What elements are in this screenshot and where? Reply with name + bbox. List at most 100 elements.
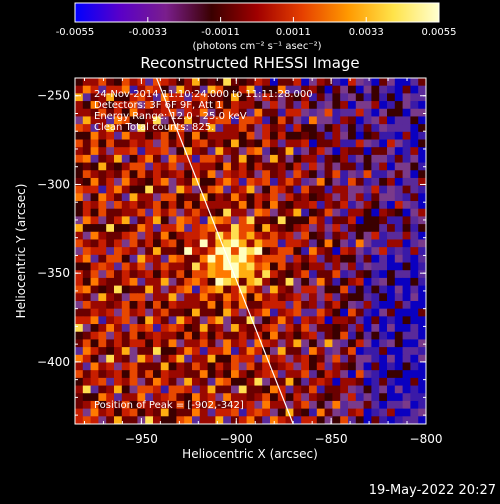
heatmap-cell	[254, 354, 263, 364]
heatmap-cell	[153, 131, 162, 141]
heatmap-cell	[285, 416, 294, 424]
heatmap-cell	[301, 293, 310, 302]
heatmap-cell	[160, 354, 170, 364]
heatmap-cell	[277, 101, 287, 110]
heatmap-cell	[309, 131, 318, 141]
heatmap-cell	[316, 162, 326, 171]
heatmap-cell	[153, 400, 162, 410]
heatmap-cell	[238, 139, 248, 148]
heatmap-cell	[254, 393, 263, 402]
heatmap-cell	[199, 377, 209, 387]
heatmap-cell	[246, 277, 255, 287]
heatmap-cell	[98, 385, 107, 394]
heatmap-cell	[262, 285, 271, 294]
heatmap-cell	[324, 193, 333, 202]
heatmap-cell	[410, 224, 419, 233]
heatmap-cell	[387, 316, 396, 325]
heatmap-cell	[316, 231, 326, 241]
heatmap-cell	[293, 285, 302, 294]
heatmap-cell	[207, 254, 216, 264]
heatmap	[75, 78, 426, 424]
heatmap-cell	[316, 308, 326, 317]
heatmap-cell	[371, 300, 380, 310]
heatmap-cell	[348, 354, 357, 364]
heatmap-cell	[394, 201, 404, 210]
heatmap-cell	[363, 377, 372, 387]
heatmap-cell	[129, 400, 138, 410]
heatmap-cell	[137, 193, 146, 202]
heatmap-cell	[355, 208, 365, 217]
heatmap-cell	[168, 247, 177, 256]
heatmap-cell	[246, 124, 255, 133]
heatmap-cell	[355, 116, 365, 125]
heatmap-cell	[340, 147, 349, 156]
heatmap-cell	[379, 185, 388, 194]
heatmap-cell	[246, 247, 255, 256]
heatmap-cell	[223, 362, 232, 371]
heatmap-cell	[199, 131, 209, 141]
heatmap-cell	[192, 231, 201, 241]
heatmap-cell	[160, 224, 170, 233]
heatmap-cell	[75, 277, 84, 287]
heatmap-cell	[309, 154, 318, 164]
heatmap-cell	[106, 78, 115, 87]
heatmap-cell	[246, 300, 255, 310]
heatmap-cell	[309, 270, 318, 279]
heatmap-cell	[137, 270, 146, 279]
heatmap-cell	[82, 270, 92, 279]
heatmap-cell	[332, 85, 341, 94]
heatmap-cell	[223, 116, 232, 125]
heatmap-cell	[176, 78, 185, 87]
heatmap-cell	[153, 408, 162, 417]
heatmap-cell	[75, 147, 84, 156]
heatmap-cell	[301, 162, 310, 171]
heatmap-cell	[160, 108, 170, 118]
heatmap-cell	[184, 247, 193, 256]
heatmap-cell	[402, 208, 411, 217]
heatmap-cell	[285, 347, 294, 356]
heatmap-cell	[254, 293, 263, 302]
heatmap-cell	[418, 162, 426, 171]
heatmap-cell	[121, 201, 131, 210]
heatmap-cell	[168, 362, 177, 371]
heatmap-cell	[207, 162, 216, 171]
heatmap-cell	[418, 101, 426, 110]
heatmap-cell	[168, 177, 177, 187]
heatmap-cell	[316, 139, 326, 148]
heatmap-cell	[418, 170, 426, 179]
heatmap-cell	[254, 193, 263, 202]
heatmap-cell	[129, 201, 138, 210]
heatmap-cell	[160, 247, 170, 256]
heatmap-cell	[231, 216, 240, 225]
heatmap-cell	[153, 224, 162, 233]
heatmap-cell	[285, 101, 294, 110]
heatmap-cell	[137, 147, 146, 156]
heatmap-cell	[418, 147, 426, 156]
heatmap-cell	[270, 193, 279, 202]
heatmap-cell	[394, 347, 404, 356]
heatmap-cell	[192, 101, 201, 110]
heatmap-cell	[355, 177, 365, 187]
heatmap-cell	[184, 377, 193, 387]
heatmap-cell	[348, 201, 357, 210]
heatmap-cell	[121, 139, 131, 148]
heatmap-cell	[184, 416, 193, 424]
y-tick-label: −350	[37, 266, 70, 280]
heatmap-cell	[114, 262, 123, 271]
heatmap-cell	[114, 362, 123, 371]
heatmap-cell	[168, 370, 177, 379]
heatmap-cell	[90, 393, 99, 402]
heatmap-cell	[106, 224, 115, 233]
heatmap-cell	[285, 262, 294, 271]
heatmap-cell	[285, 316, 294, 325]
heatmap-cell	[82, 216, 92, 225]
heatmap-cell	[418, 377, 426, 387]
heatmap-cell	[176, 293, 185, 302]
heatmap-cell	[324, 416, 333, 424]
heatmap-cell	[160, 416, 170, 424]
heatmap-cell	[153, 116, 162, 125]
heatmap-cell	[246, 78, 255, 87]
heatmap-cell	[418, 324, 426, 333]
heatmap-cell	[270, 339, 279, 348]
heatmap-cell	[418, 231, 426, 241]
